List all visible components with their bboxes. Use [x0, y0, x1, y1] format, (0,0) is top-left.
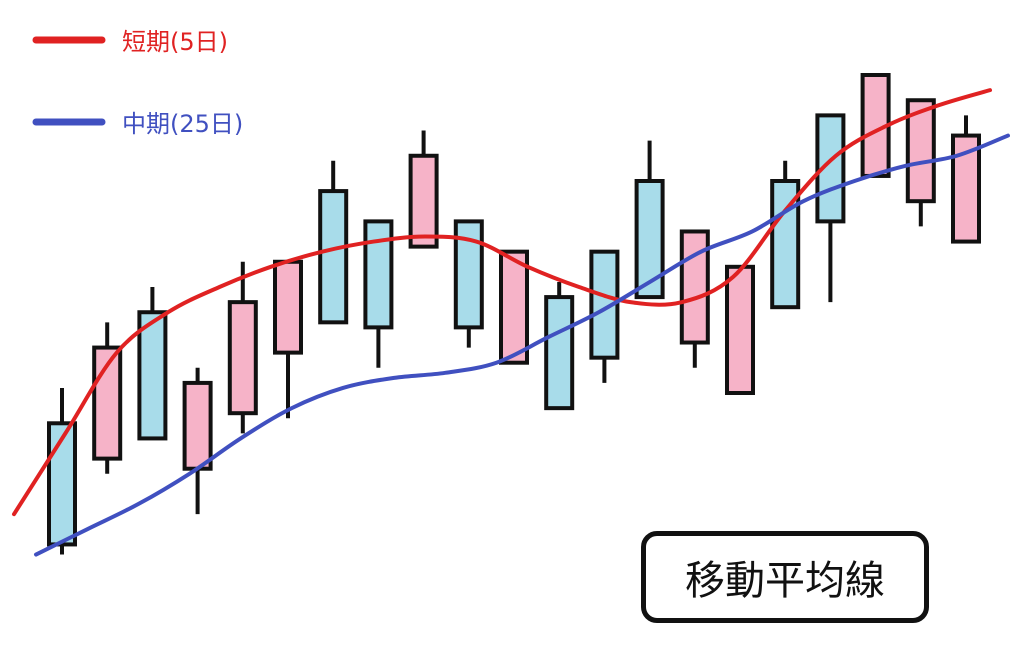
candle-body-bullish	[363, 219, 394, 330]
candle-body-bearish	[905, 98, 936, 204]
candlesticks	[47, 73, 981, 555]
candlestick	[408, 130, 439, 249]
candlestick	[634, 140, 665, 300]
title-badge: 移動平均線	[641, 531, 929, 623]
candle-body-bearish	[182, 380, 213, 471]
candle-body-bearish	[725, 264, 755, 395]
candle-body-bearish	[273, 259, 303, 355]
candlestick	[182, 367, 213, 515]
title-badge-text: 移動平均線	[685, 558, 885, 604]
candlestick	[137, 287, 168, 441]
candlestick	[725, 264, 755, 395]
candlestick	[589, 249, 620, 383]
candlestick	[499, 249, 529, 365]
candlestick	[318, 160, 349, 325]
candle-body-bearish	[499, 249, 529, 365]
candlestick	[92, 322, 123, 474]
legend: 短期(5日) 中期(25日)	[32, 28, 243, 138]
candlestick	[905, 98, 936, 227]
candlestick	[544, 281, 575, 411]
candlestick	[227, 261, 258, 434]
candlestick	[770, 160, 801, 310]
candlestick	[47, 387, 77, 555]
candlestick	[273, 259, 303, 419]
moving-average-lines	[12, 88, 1010, 557]
candle-body-bullish	[544, 295, 575, 411]
candle-body-bearish	[408, 153, 439, 249]
candle-body-bullish	[47, 421, 77, 547]
candle-body-bullish	[318, 189, 349, 325]
candlestick	[815, 113, 846, 303]
legend-label-short-ma: 短期(5日)	[122, 28, 228, 56]
candle-body-bullish	[137, 310, 168, 441]
candlestick	[951, 115, 981, 244]
mid-ma-line	[34, 133, 1010, 557]
legend-label-mid-ma: 中期(25日)	[122, 110, 243, 138]
short-ma-line	[12, 88, 992, 517]
candle-body-bullish	[634, 179, 665, 300]
candle-body-bullish	[770, 179, 801, 310]
candle-body-bearish	[227, 300, 258, 416]
